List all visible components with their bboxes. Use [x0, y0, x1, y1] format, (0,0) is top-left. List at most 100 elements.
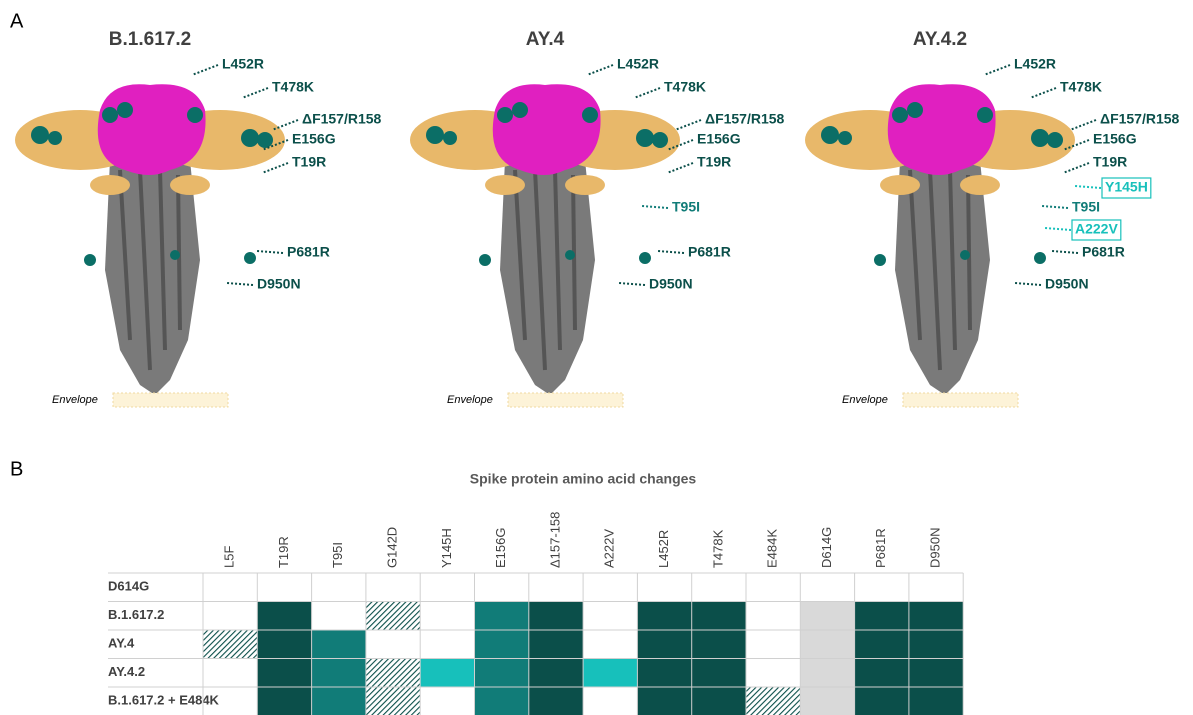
- hatched-cell: [746, 687, 800, 715]
- label-leader: [1070, 120, 1096, 130]
- cell: [692, 687, 746, 715]
- column-header: E156G: [493, 528, 508, 568]
- hatched-cell: [366, 687, 420, 715]
- protein-structure: [410, 84, 680, 395]
- mutation-label: Y145H: [1105, 179, 1148, 195]
- mutation-label: A222V: [1075, 221, 1118, 237]
- panel-label: A: [10, 10, 24, 32]
- cell: [529, 602, 583, 631]
- mutation-label: T19R: [1093, 154, 1127, 170]
- label-leader: [1030, 88, 1056, 98]
- cell: [800, 659, 854, 688]
- cell: [800, 602, 854, 631]
- column-header: L5F: [222, 546, 237, 568]
- cell: [475, 630, 529, 659]
- cell: [475, 602, 529, 631]
- cell: [583, 659, 637, 688]
- hatched-cell: [203, 630, 257, 659]
- cell: [257, 630, 311, 659]
- mutation-label: E156G: [292, 131, 336, 147]
- cell: [312, 630, 366, 659]
- mutation-label: T478K: [1060, 79, 1102, 95]
- mutation-label: L452R: [617, 56, 659, 72]
- table-title: Spike protein amino acid changes: [470, 471, 697, 487]
- row-header: B.1.617.2: [108, 607, 164, 622]
- label-leader: [227, 283, 253, 285]
- cell: [257, 602, 311, 631]
- column-header: D614G: [819, 527, 834, 568]
- label-leader: [1045, 228, 1071, 230]
- label-leader: [658, 251, 684, 253]
- envelope: [113, 393, 228, 407]
- label-leader: [192, 65, 218, 75]
- label-leader: [634, 88, 660, 98]
- label-leader: [257, 251, 283, 253]
- mutation-label: T19R: [292, 154, 326, 170]
- protein-structure: [805, 84, 1075, 395]
- column-header: T95I: [330, 542, 345, 568]
- label-leader: [587, 65, 613, 75]
- cell: [692, 630, 746, 659]
- hatched-cell: [366, 659, 420, 688]
- structure-title: AY.4: [526, 29, 565, 50]
- cell: [637, 687, 691, 715]
- protein-structure: [15, 84, 285, 395]
- label-leader: [242, 88, 268, 98]
- mutation-label: T95I: [672, 199, 700, 215]
- mutation-label: D950N: [1045, 276, 1089, 292]
- mutation-label: D950N: [257, 276, 301, 292]
- cell: [855, 659, 909, 688]
- envelope: [508, 393, 623, 407]
- cell: [855, 630, 909, 659]
- column-header: Δ157-158: [547, 512, 562, 568]
- cell: [257, 659, 311, 688]
- label-leader: [667, 163, 693, 173]
- row-header: D614G: [108, 579, 149, 594]
- mutation-label: T95I: [1072, 199, 1100, 215]
- envelope-label: Envelope: [52, 394, 98, 406]
- cell: [909, 659, 963, 688]
- hatched-cell: [366, 602, 420, 631]
- mutation-label: ΔF157/R158: [302, 111, 382, 127]
- cell: [637, 659, 691, 688]
- column-header: D950N: [927, 528, 942, 568]
- row-header: AY.4: [108, 636, 135, 651]
- label-leader: [619, 283, 645, 285]
- column-header: T19R: [276, 536, 291, 568]
- cell: [800, 630, 854, 659]
- column-header: T478K: [710, 529, 725, 568]
- column-header: P681R: [873, 528, 888, 568]
- mutation-label: E156G: [697, 131, 741, 147]
- cell: [637, 602, 691, 631]
- cell: [312, 659, 366, 688]
- envelope: [903, 393, 1018, 407]
- mutation-label: E156G: [1093, 131, 1137, 147]
- cell: [692, 602, 746, 631]
- column-header: L452R: [656, 530, 671, 568]
- envelope-label: Envelope: [842, 394, 888, 406]
- figure: A B Spike protein amino acid changes B.1…: [0, 0, 1193, 715]
- mutation-label: D950N: [649, 276, 693, 292]
- column-header: Y145H: [439, 528, 454, 568]
- cell: [529, 630, 583, 659]
- label-leader: [675, 120, 701, 130]
- cell: [420, 659, 474, 688]
- panel-a: B.1.617.2 Envelope L452R T478K ΔF157/R158 E15…: [15, 29, 1180, 407]
- cell: [692, 659, 746, 688]
- mutation-label: ΔF157/R158: [705, 111, 785, 127]
- cell: [529, 687, 583, 715]
- mutation-label: P681R: [1082, 244, 1125, 260]
- cell: [800, 687, 854, 715]
- label-leader: [1063, 163, 1089, 173]
- structure-title: B.1.617.2: [109, 29, 191, 50]
- cell: [529, 659, 583, 688]
- label-leader: [262, 163, 288, 173]
- cell: [475, 659, 529, 688]
- mutation-label: L452R: [222, 56, 264, 72]
- label-leader: [984, 65, 1010, 75]
- cell: [909, 687, 963, 715]
- row-header: AY.4.2: [108, 664, 145, 679]
- cell: [909, 602, 963, 631]
- cell: [909, 630, 963, 659]
